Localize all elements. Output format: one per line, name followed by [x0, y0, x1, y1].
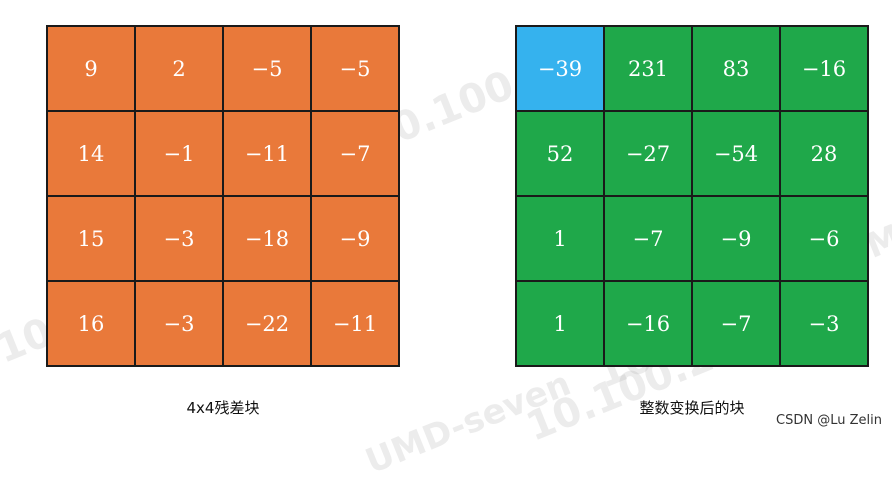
csdn-credit: CSDN @Lu Zelin — [776, 413, 882, 428]
residual-cell-r1-c1: 9 — [48, 27, 136, 112]
transformed-cell-r2-c4: 28 — [781, 112, 869, 197]
residual-cell-r4-c4: −11 — [312, 282, 400, 367]
transformed-cell-r3-c1: 1 — [517, 197, 605, 282]
transformed-cell-r3-c2: −7 — [605, 197, 693, 282]
residual-cell-r4-c3: −22 — [224, 282, 312, 367]
transformed-cell-r1-c4: −16 — [781, 27, 869, 112]
transformed-cell-r4-c3: −7 — [693, 282, 781, 367]
transformed-cell-r2-c1: 52 — [517, 112, 605, 197]
transformed-block-caption: 整数变换后的块 — [639, 399, 745, 417]
residual-cell-r1-c3: −5 — [224, 27, 312, 112]
residual-cell-r2-c2: −1 — [136, 112, 224, 197]
residual-cell-r3-c2: −3 — [136, 197, 224, 282]
residual-cell-r2-c3: −11 — [224, 112, 312, 197]
transformed-cell-r2-c2: −27 — [605, 112, 693, 197]
transformed-cell-r4-c2: −16 — [605, 282, 693, 367]
transformed-block-grid: −39 231 83 −16 52 −27 −54 28 1 −7 −9 −6 1 −16 −7 −3 — [515, 25, 869, 367]
transformed-cell-r4-c1: 1 — [517, 282, 605, 367]
transformed-cell-r3-c3: −9 — [693, 197, 781, 282]
transformed-cell-r1-c3: 83 — [693, 27, 781, 112]
transformed-cell-r3-c4: −6 — [781, 197, 869, 282]
residual-cell-r4-c1: 16 — [48, 282, 136, 367]
residual-cell-r2-c1: 14 — [48, 112, 136, 197]
residual-cell-r3-c1: 15 — [48, 197, 136, 282]
residual-cell-r1-c4: −5 — [312, 27, 400, 112]
residual-block-caption: 4x4残差块 — [186, 399, 260, 417]
transformed-cell-r4-c4: −3 — [781, 282, 869, 367]
transformed-cell-r1-c1: −39 — [517, 27, 605, 112]
residual-cell-r2-c4: −7 — [312, 112, 400, 197]
transformed-cell-r1-c2: 231 — [605, 27, 693, 112]
watermark-name-lower: UMD-seven — [360, 363, 577, 482]
transformed-cell-r2-c3: −54 — [693, 112, 781, 197]
residual-cell-r1-c2: 2 — [136, 27, 224, 112]
residual-cell-r4-c2: −3 — [136, 282, 224, 367]
residual-cell-r3-c3: −18 — [224, 197, 312, 282]
residual-cell-r3-c4: −9 — [312, 197, 400, 282]
residual-block-grid: 9 2 −5 −5 14 −1 −11 −7 15 −3 −18 −9 16 −3 −22 −11 — [46, 25, 400, 367]
